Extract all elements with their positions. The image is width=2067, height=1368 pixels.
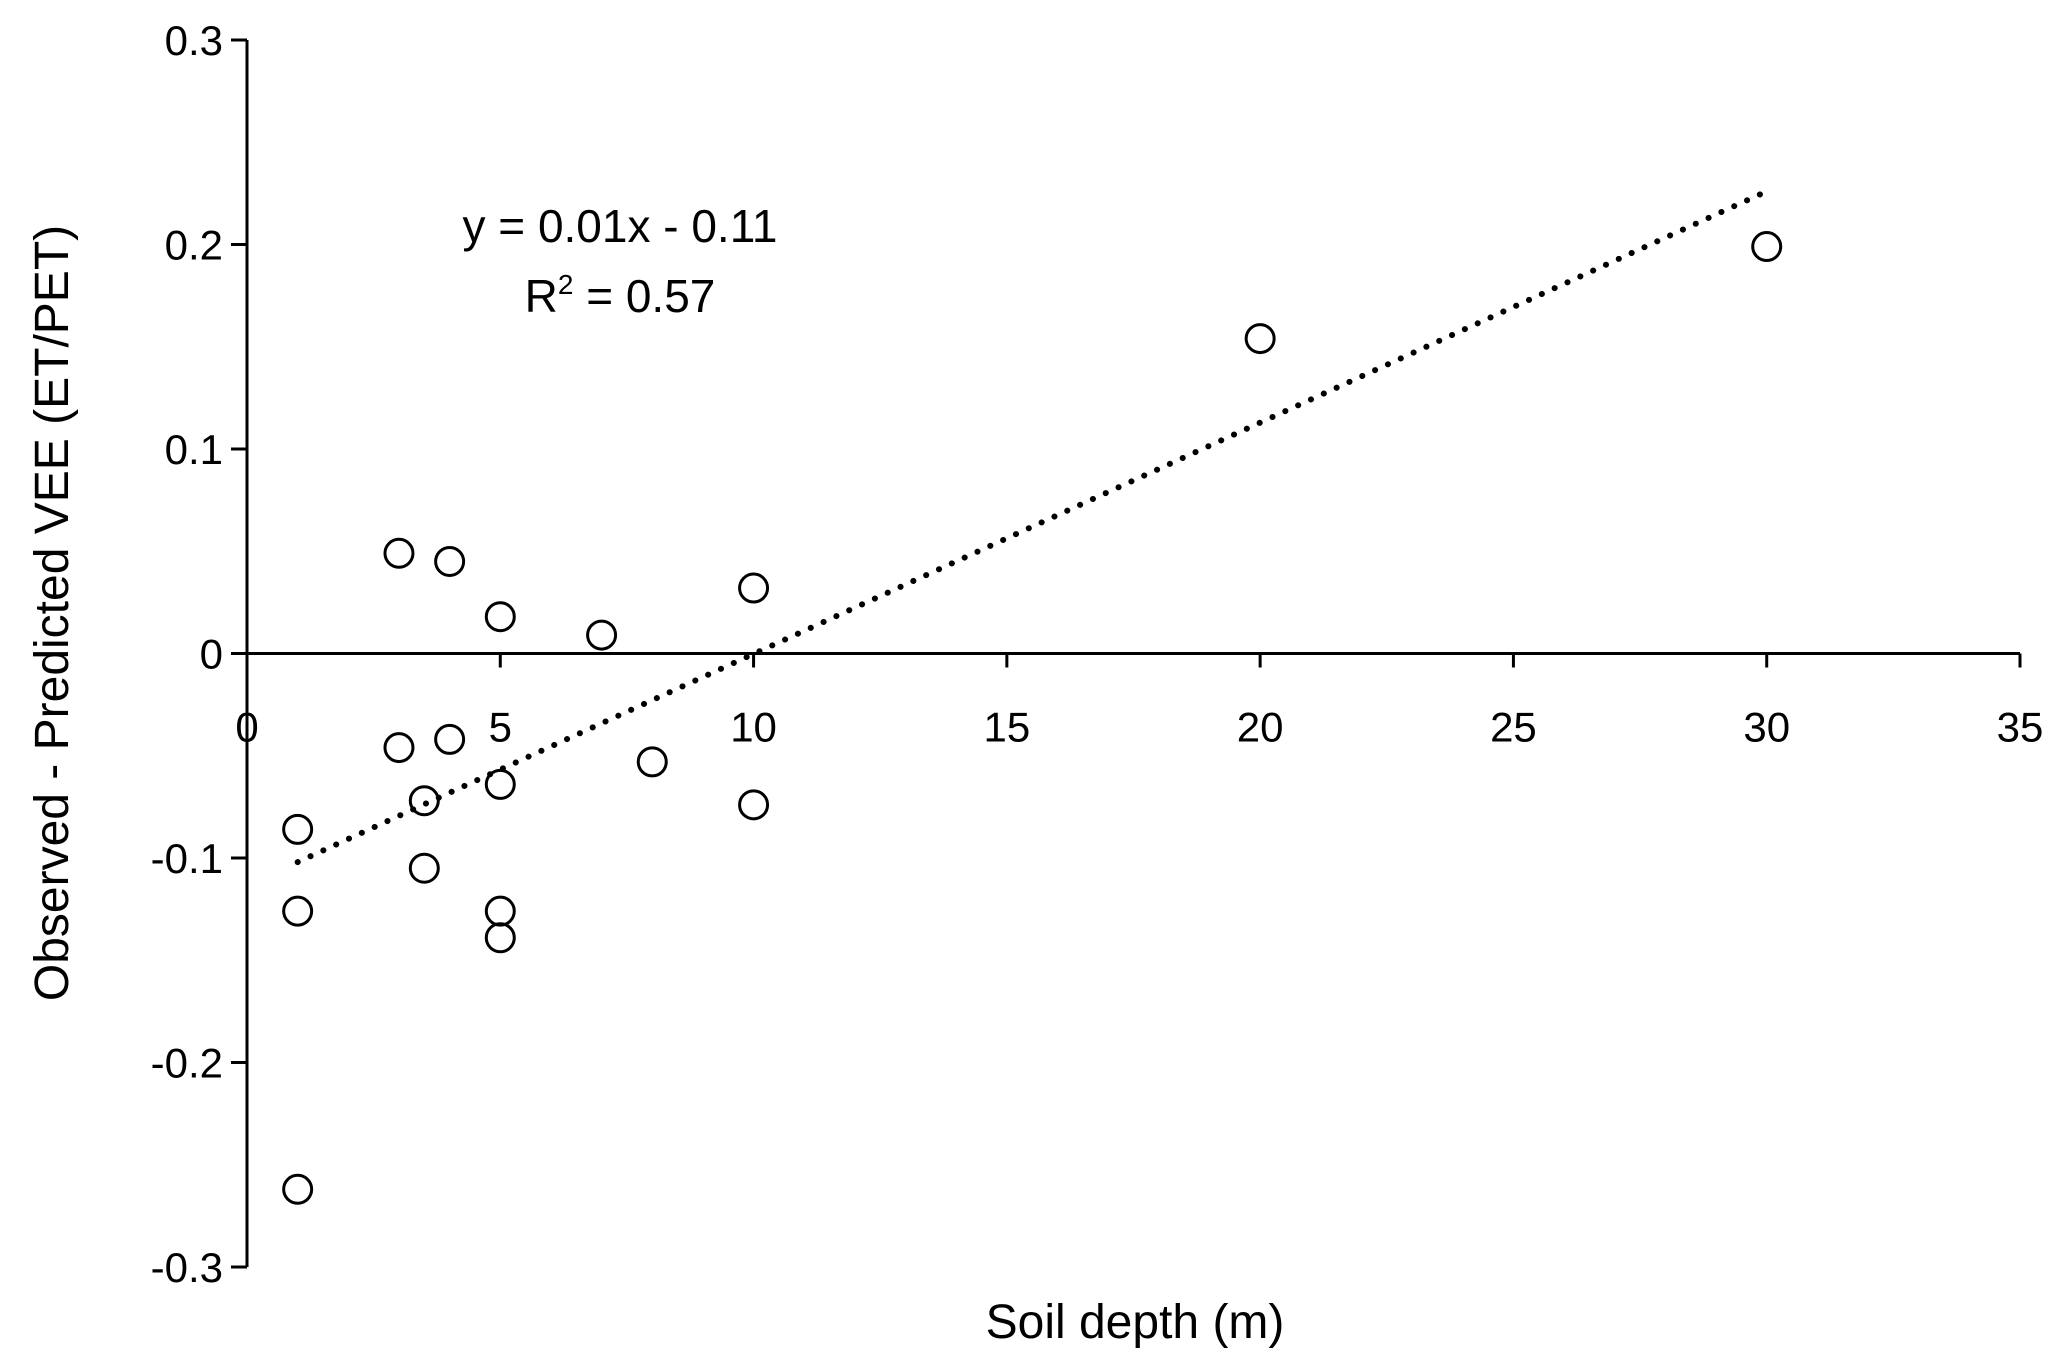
r-squared-value: = 0.57 — [573, 270, 715, 322]
data-point — [1751, 231, 1783, 263]
data-point — [408, 852, 440, 884]
x-tick-label: 15 — [983, 704, 1030, 751]
data-point — [434, 545, 466, 577]
y-tick-label: -0.3 — [151, 1244, 223, 1291]
trendline — [294, 188, 1770, 866]
data-point — [586, 619, 618, 651]
data-point — [738, 789, 770, 821]
y-tick-label: 0.1 — [165, 426, 223, 473]
x-ticks: 0 5 10 15 20 25 30 35 — [235, 653, 2044, 751]
y-tick-label: 0.3 — [165, 17, 223, 64]
y-tick-label: -0.1 — [151, 835, 223, 882]
y-ticks: -0.3 -0.2 -0.1 0 0.1 0.2 0.3 — [151, 17, 247, 1291]
data-point — [484, 601, 516, 633]
data-point — [383, 537, 415, 569]
r-squared-label: R2 = 0.57 — [525, 269, 716, 322]
x-tick-label: 10 — [730, 704, 777, 751]
x-tick-label: 20 — [1237, 704, 1284, 751]
data-point — [484, 895, 516, 927]
data-point — [282, 895, 314, 927]
trendline-equation: y = 0.01x - 0.11 — [463, 200, 778, 252]
x-tick-label: 25 — [1490, 704, 1537, 751]
y-tick-label: -0.2 — [151, 1040, 223, 1087]
data-point — [738, 572, 770, 604]
data-point — [383, 732, 415, 764]
x-axis-title: Soil depth (m) — [986, 1296, 1285, 1349]
data-point — [408, 785, 440, 817]
y-tick-label: 0 — [200, 631, 223, 678]
x-tick-label: 30 — [1743, 704, 1790, 751]
trendline-path — [294, 188, 1770, 866]
data-point — [484, 922, 516, 954]
data-point — [434, 723, 466, 755]
y-axis-title: Observed - Predicted VEE (ET/PET) — [26, 225, 79, 1001]
x-tick-label: 5 — [489, 704, 512, 751]
x-tick-label: 0 — [235, 704, 258, 751]
data-points — [282, 231, 1783, 1205]
data-point — [282, 813, 314, 845]
data-point — [636, 746, 668, 778]
x-tick-label: 35 — [1997, 704, 2044, 751]
y-tick-label: 0.2 — [165, 222, 223, 269]
data-point — [484, 768, 516, 800]
r-squared-superscript: 2 — [558, 269, 574, 300]
r-squared-prefix: R — [525, 270, 558, 322]
data-point — [1244, 323, 1276, 355]
data-point — [282, 1173, 314, 1205]
